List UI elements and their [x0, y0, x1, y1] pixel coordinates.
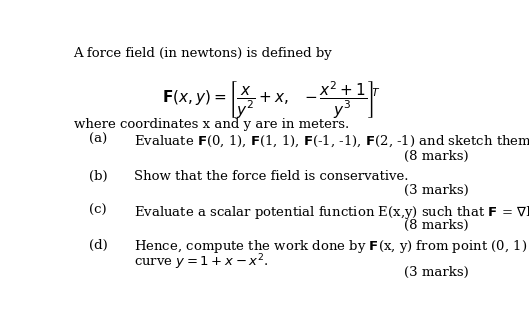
Text: Evaluate a scalar potential function E(x,y) such that $\mathbf{F}$ = $\nabla$E.: Evaluate a scalar potential function E(x…	[134, 204, 529, 221]
Text: Evaluate $\mathbf{F}$(0, 1), $\mathbf{F}$(1, 1), $\mathbf{F}$(-1, -1), $\mathbf{: Evaluate $\mathbf{F}$(0, 1), $\mathbf{F}…	[134, 133, 529, 150]
Text: Hence, compute the work done by $\mathbf{F}$(x, y) from point (0, 1) to point (1: Hence, compute the work done by $\mathbf…	[134, 239, 529, 256]
Text: Show that the force field is conservative.: Show that the force field is conservativ…	[134, 170, 408, 183]
Text: (8 marks): (8 marks)	[404, 219, 469, 232]
Text: (a): (a)	[89, 133, 107, 146]
Text: (b): (b)	[89, 170, 107, 183]
Text: curve $y = 1 + x - x^2$.: curve $y = 1 + x - x^2$.	[134, 253, 268, 272]
Text: (8 marks): (8 marks)	[404, 150, 469, 163]
Text: (3 marks): (3 marks)	[404, 265, 469, 278]
Text: (c): (c)	[89, 204, 106, 217]
Text: (3 marks): (3 marks)	[404, 184, 469, 197]
Text: where coordinates x and y are in meters.: where coordinates x and y are in meters.	[74, 118, 349, 131]
Text: (d): (d)	[89, 239, 107, 251]
Text: A force field (in newtons) is defined by: A force field (in newtons) is defined by	[74, 47, 332, 60]
Text: $\mathbf{F}(x, y) = \left[\dfrac{x}{y^2} + x,\ \ -\dfrac{x^2+1}{y^3}\right]^{\!\: $\mathbf{F}(x, y) = \left[\dfrac{x}{y^2}…	[162, 80, 380, 121]
